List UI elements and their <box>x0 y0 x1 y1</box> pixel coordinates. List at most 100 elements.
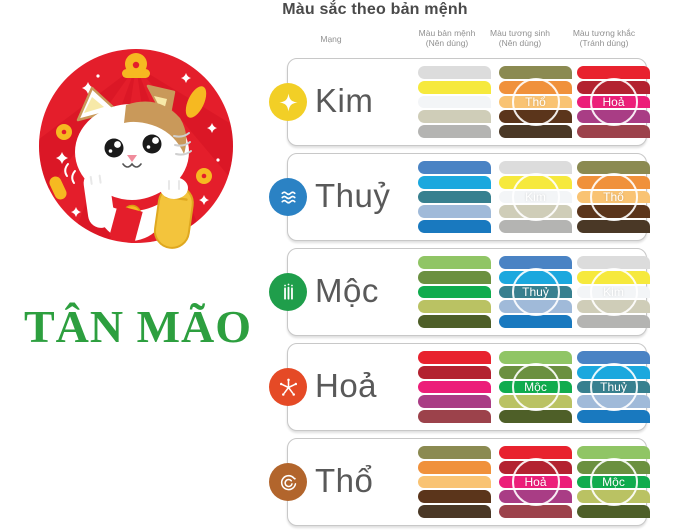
cycle-element-badge: Hoả <box>589 78 638 126</box>
color-swatch <box>577 161 650 174</box>
fire-burst-icon <box>269 368 307 406</box>
color-swatch <box>418 66 491 79</box>
wood-bamboo-icon <box>269 273 307 311</box>
header-mang-text: Mạng <box>320 34 342 44</box>
cat-head-patch <box>124 101 187 154</box>
color-swatch <box>577 66 650 79</box>
color-swatch <box>577 505 650 518</box>
element-name: Mộc <box>315 272 379 310</box>
cat-raised-paw <box>83 170 115 228</box>
color-swatch <box>418 270 491 284</box>
gold-bell-left-icon <box>56 124 72 140</box>
color-swatch <box>499 256 572 269</box>
header-tuong-sinh: Màu tương sinh (Nên dùng) <box>480 28 560 48</box>
red-envelope <box>109 205 143 243</box>
header-tuong-khac-line1: Màu tương khắc <box>572 28 636 38</box>
color-swatch <box>577 446 650 459</box>
palette-column-tuong-sinh: Thổ <box>499 66 572 138</box>
header-tuong-khac: Màu tương khắc (Tránh dùng) <box>558 28 650 48</box>
color-swatch <box>418 460 491 474</box>
color-swatch <box>418 175 491 189</box>
palette-column-ban-menh <box>418 446 491 518</box>
cycle-element-badge: Mộc <box>511 363 560 411</box>
cycle-element-badge: Thổ <box>589 173 638 221</box>
color-swatch <box>418 490 491 504</box>
color-swatch <box>418 80 491 94</box>
color-swatch <box>499 315 572 328</box>
palette-column-ban-menh <box>418 66 491 138</box>
palette-column-ban-menh <box>418 161 491 233</box>
color-swatch <box>577 315 650 328</box>
cycle-element-badge: Mộc <box>589 458 638 506</box>
cat-nose <box>127 155 137 162</box>
palette-column-ban-menh <box>418 351 491 423</box>
color-swatch <box>577 125 650 138</box>
color-swatch <box>418 190 491 204</box>
motion-lines-left <box>64 163 76 184</box>
cycle-element-badge: Thổ <box>511 78 560 126</box>
header-ban-menh-line1: Màu bản mệnh <box>418 28 476 38</box>
palette-column-ban-menh <box>418 256 491 328</box>
color-swatch <box>418 285 491 299</box>
cycle-element-badge: Thuỷ <box>511 268 560 316</box>
cycle-element-badge: Thuỷ <box>589 363 638 411</box>
color-swatch <box>499 410 572 423</box>
color-swatch <box>499 505 572 518</box>
color-swatch <box>418 380 491 394</box>
element-row-tho: Thổ Hoả Mộc <box>269 438 650 526</box>
color-swatch <box>418 505 491 518</box>
whisker-motion-right <box>173 132 192 156</box>
element-row-moc: Mộc Thuỷ Kim <box>269 248 650 336</box>
gold-bell-right-icon <box>196 168 212 184</box>
palette-column-tuong-khac: Thổ <box>577 161 650 233</box>
cycle-element-badge: Kim <box>511 173 560 221</box>
color-swatch <box>418 256 491 269</box>
element-name: Thuỷ <box>315 177 391 215</box>
color-swatch <box>577 410 650 423</box>
lucky-cat-svg <box>39 49 233 249</box>
color-swatch <box>499 446 572 459</box>
color-swatch <box>418 205 491 219</box>
color-swatch <box>577 220 650 233</box>
metal-sparkle-icon <box>269 83 307 121</box>
element-row-hoa: Hoả Mộc Thuỷ <box>269 343 650 431</box>
cycle-element-badge: Hoả <box>511 458 560 506</box>
palette-column-tuong-sinh: Kim <box>499 161 572 233</box>
header-mang: Mạng <box>303 34 359 44</box>
cat-collar <box>100 190 164 211</box>
color-swatch <box>418 110 491 124</box>
element-row-thuy: Thuỷ Kim Thổ <box>269 153 650 241</box>
color-swatch <box>577 256 650 269</box>
color-swatch <box>418 365 491 379</box>
water-waves-icon <box>269 178 307 216</box>
color-swatch <box>418 220 491 233</box>
palette-column-tuong-sinh: Thuỷ <box>499 256 572 328</box>
color-swatch <box>499 161 572 174</box>
color-swatch <box>418 410 491 423</box>
color-swatch <box>499 220 572 233</box>
element-name: Thổ <box>315 462 374 500</box>
header-ban-menh-line2: (Nên dùng) <box>425 38 469 48</box>
cat-eyes <box>104 134 162 158</box>
element-row-kim: Kim Thổ Hoả <box>269 58 650 146</box>
gold-bell-top-icon <box>122 53 150 78</box>
cat-figure <box>64 84 194 249</box>
cat-mouth <box>122 162 142 168</box>
color-swatch <box>499 125 572 138</box>
lucky-cat-illustration <box>28 40 240 255</box>
palette-column-tuong-khac: Thuỷ <box>577 351 650 423</box>
color-swatch <box>418 475 491 489</box>
element-table: Kim Thổ Hoả Thuỷ Kim Thổ Mộc Thuỷ Kim Hoả Mộc Thuỷ T… <box>269 58 650 532</box>
color-swatch <box>577 351 650 364</box>
color-swatch <box>499 351 572 364</box>
color-swatch <box>418 95 491 109</box>
palette-column-tuong-khac: Mộc <box>577 446 650 518</box>
header-tuong-sinh-line2: (Nên dùng) <box>498 38 542 48</box>
color-swatch <box>418 446 491 459</box>
gold-coin-icon <box>185 86 207 118</box>
color-swatch <box>499 66 572 79</box>
header-ban-menh: Màu bản mệnh (Nên dùng) <box>407 28 487 48</box>
color-swatch <box>418 395 491 409</box>
earth-spiral-icon <box>269 463 307 501</box>
